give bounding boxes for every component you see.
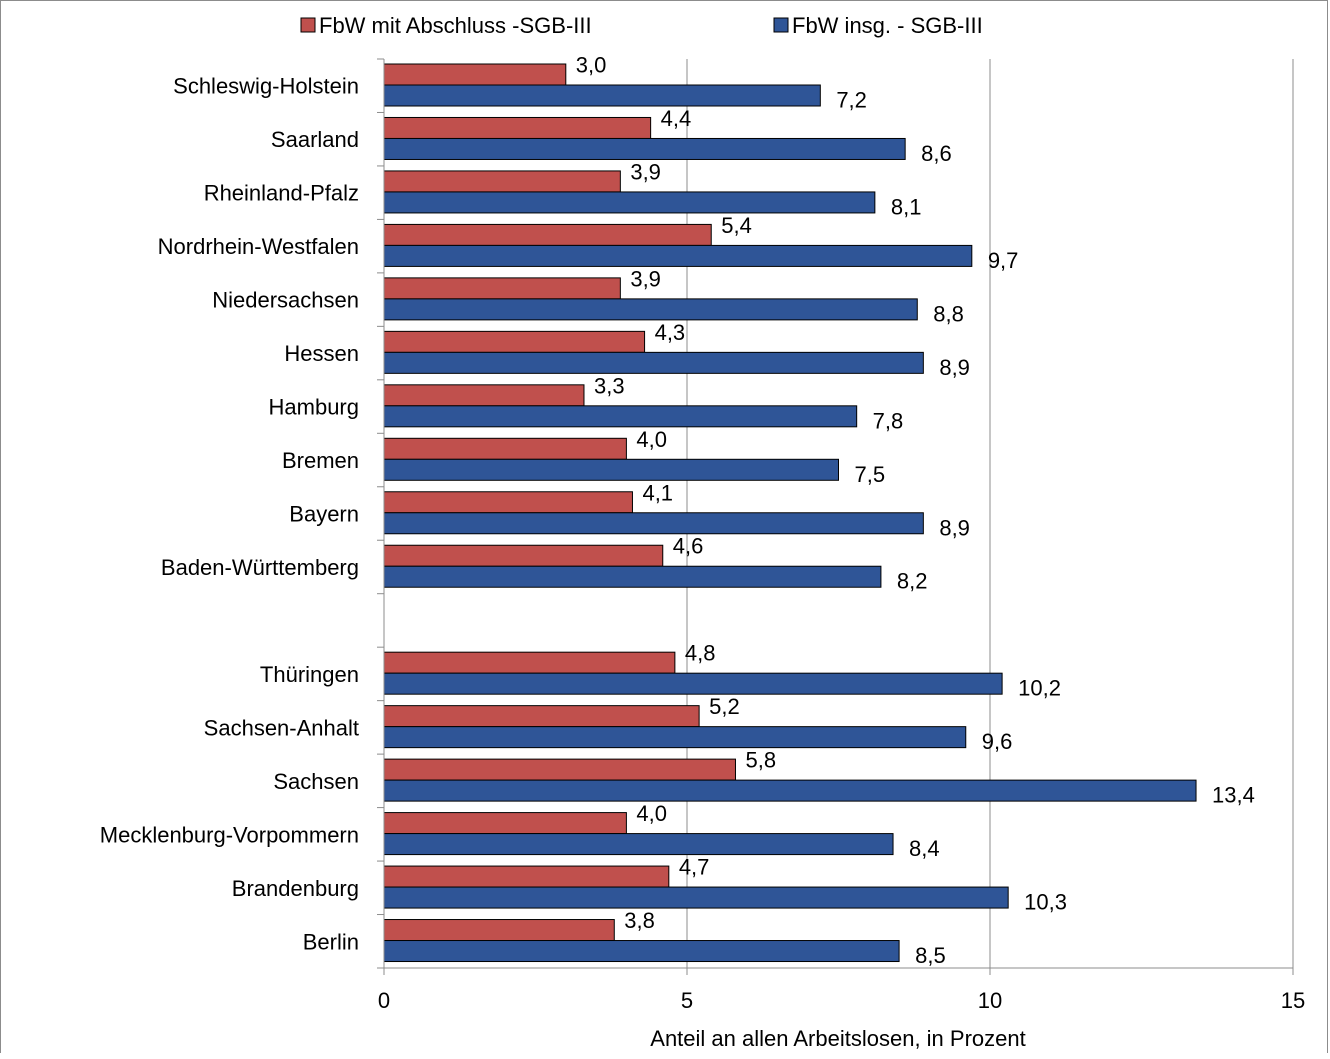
data-label: 8,2 [897,569,928,594]
data-label: 10,2 [1018,676,1061,701]
data-label: 4,6 [673,534,704,559]
legend-swatch [773,17,789,33]
bar-mit-abschluss [383,223,712,246]
data-label: 3,9 [630,266,661,291]
data-label: 4,8 [685,641,716,666]
bar-insgesamt [383,405,858,428]
category-label: Saarland [271,127,359,152]
x-tick-label: 5 [681,988,693,1013]
bar-insgesamt [383,886,1009,909]
data-label: 8,9 [939,355,970,380]
bar-mit-abschluss [383,277,621,300]
bar-insgesamt [383,191,876,214]
data-label: 3,3 [594,373,625,398]
category-label: Baden-Württemberg [161,555,359,580]
bar-mit-abschluss [383,63,567,86]
category-label: Bayern [289,502,359,527]
bar-mit-abschluss [383,544,664,567]
category-label: Hessen [284,341,359,366]
data-label: 4,7 [679,855,710,880]
x-tick-label: 15 [1281,988,1305,1013]
data-label: 7,2 [836,88,867,113]
category-label: Hamburg [269,395,359,420]
data-label: 5,2 [709,694,740,719]
data-label: 3,0 [576,53,607,78]
data-label: 8,6 [921,141,952,166]
category-label: Niedersachsen [212,288,359,313]
data-label: 8,9 [939,515,970,540]
data-label: 7,5 [855,462,886,487]
data-label: 7,8 [873,408,904,433]
x-tick-label: 0 [378,988,390,1013]
bar-insgesamt [383,726,967,749]
category-label: Berlin [303,929,359,954]
bar-mit-abschluss [383,384,585,407]
bar-insgesamt [383,458,839,481]
category-label: Schleswig-Holstein [173,74,359,99]
category-label: Thüringen [260,662,359,687]
bar-mit-abschluss [383,758,736,781]
data-label: 10,3 [1024,890,1067,915]
bar-mit-abschluss [383,919,615,942]
legend: FbW mit Abschluss -SGB-III FbW insg. - SG… [300,13,983,38]
data-label: 5,4 [721,213,752,238]
category-label: Bremen [282,448,359,473]
bars [383,63,1197,963]
bar-insgesamt [383,84,821,107]
data-label: 3,9 [630,159,661,184]
bar-insgesamt [383,779,1197,802]
labels: 3,0 7,2 Schleswig-Holstein 4,4 8,6 Saarland 3,… [100,53,1305,1052]
bar-insgesamt [383,833,894,856]
bar-insgesamt [383,351,924,374]
bar-insgesamt [383,298,918,321]
legend-entry: FbW insg. - SGB-III [792,13,983,38]
data-label: 5,8 [745,748,776,773]
data-label: 8,1 [891,194,922,219]
x-tick-label: 10 [978,988,1002,1013]
axes [377,58,1294,975]
data-label: 13,4 [1212,783,1255,808]
data-label: 4,4 [661,106,692,131]
bar-mit-abschluss [383,705,700,728]
category-label: Sachsen-Anhalt [204,715,359,740]
legend-swatch [300,17,316,33]
category-label: Sachsen [273,769,359,794]
bar-mit-abschluss [383,116,652,139]
legend-entry: FbW mit Abschluss -SGB-III [319,13,592,38]
bar-insgesamt [383,137,906,160]
x-axis-title: Anteil an allen Arbeitslosen, in Prozent [650,1026,1025,1051]
bar-mit-abschluss [383,437,627,460]
data-label: 9,6 [982,729,1013,754]
bar-mit-abschluss [383,812,627,835]
data-label: 8,8 [933,301,964,326]
data-label: 4,1 [642,480,673,505]
bar-mit-abschluss [383,170,621,193]
data-label: 4,0 [636,801,667,826]
category-label: Rheinland-Pfalz [204,181,359,206]
category-label: Nordrhein-Westfalen [158,234,359,259]
data-label: 8,5 [915,943,946,968]
bar-insgesamt [383,672,1003,695]
data-label: 3,8 [624,908,655,933]
data-label: 4,0 [636,427,667,452]
data-label: 4,3 [655,320,686,345]
data-label: 8,4 [909,836,940,861]
data-label: 9,7 [988,248,1019,273]
bar-mit-abschluss [383,865,670,888]
category-label: Mecklenburg-Vorpommern [100,822,359,847]
bar-mit-abschluss [383,651,676,674]
bar-insgesamt [383,565,882,588]
bar-mit-abschluss [383,491,633,514]
bar-insgesamt [383,940,900,963]
bar-insgesamt [383,244,973,267]
bar-mit-abschluss [383,330,646,353]
category-label: Brandenburg [232,876,359,901]
bar-insgesamt [383,512,924,535]
